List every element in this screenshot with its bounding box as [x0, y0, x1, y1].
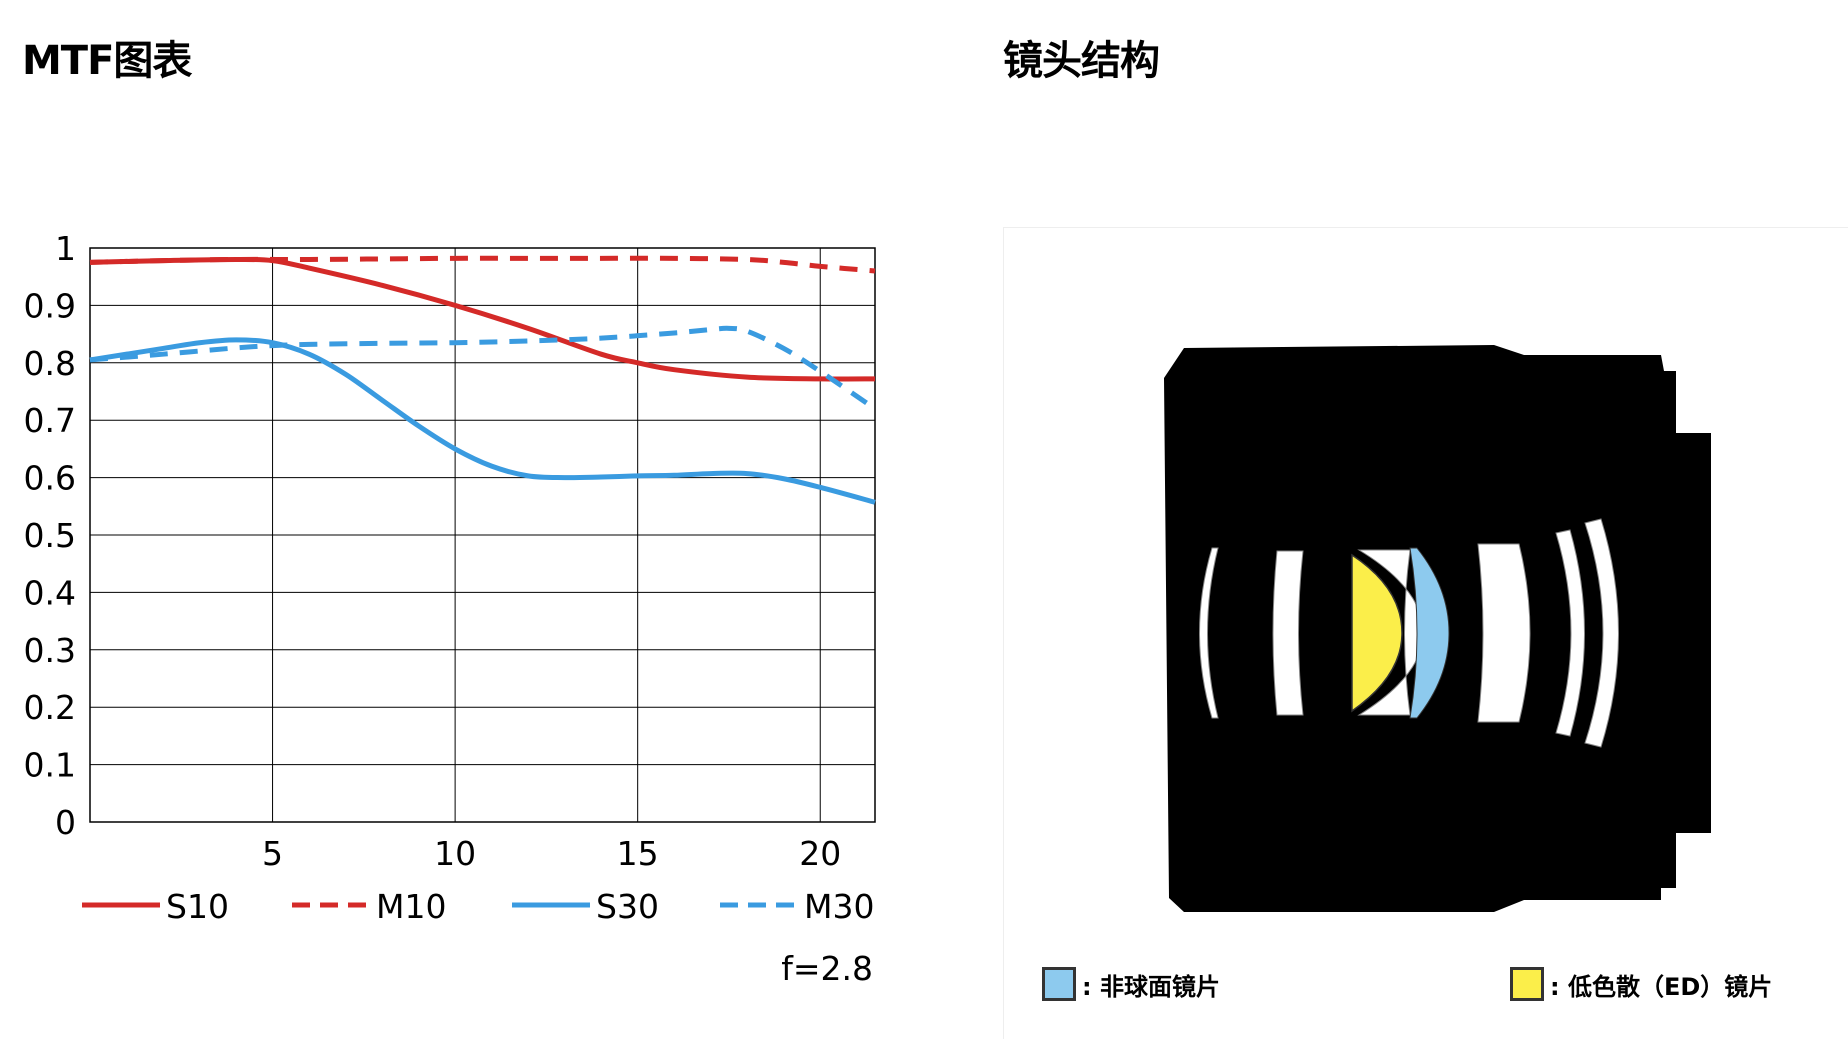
y-tick-label: 0	[55, 803, 76, 842]
legend-label-m30: M30	[804, 887, 874, 926]
plot-frame	[89, 247, 876, 823]
lens-element-1	[1199, 547, 1219, 719]
y-tick-label: 0.7	[24, 401, 76, 440]
y-tick-label: 0.3	[24, 631, 76, 670]
lens-element-4-aspherical	[1409, 547, 1450, 719]
series-line-s10	[89, 256, 876, 382]
lens-element-5	[1477, 543, 1531, 723]
y-tick-label: 0.8	[24, 344, 76, 383]
lens-construction-panel: : 非球面镜片 : 低色散（ED）镜片	[1003, 227, 1848, 1039]
x-tick-label: 20	[799, 834, 841, 873]
legend-label-s10: S10	[166, 887, 229, 926]
y-tick-label: 1	[55, 229, 76, 268]
legend-ed-label: : 低色散（ED）镜片	[1550, 972, 1773, 1001]
legend-ed: : 低色散（ED）镜片	[1510, 964, 1772, 1004]
lens-element-6	[1555, 529, 1585, 737]
lens-element-2	[1272, 550, 1304, 716]
legend-aspherical-label: : 非球面镜片	[1082, 972, 1220, 1001]
lens-element-3-ed	[1351, 553, 1403, 713]
y-tick-label: 0.6	[24, 459, 76, 498]
x-tick-label: 10	[434, 834, 476, 873]
lens-element-7	[1584, 518, 1619, 748]
lens-diagram	[1164, 345, 1711, 912]
series-line-m30	[89, 325, 877, 411]
y-tick-label: 0.4	[24, 573, 76, 612]
legend-label-m10: M10	[376, 887, 446, 926]
x-tick-label: 5	[262, 834, 283, 873]
y-tick-label: 0.9	[24, 286, 76, 325]
aperture-annotation: f=2.8	[781, 949, 873, 988]
lens-construction-title: 镜头结构	[1003, 38, 1160, 84]
y-tick-label: 0.2	[24, 688, 76, 727]
swatch-ed	[1510, 967, 1544, 1001]
lens-element-3b	[1357, 549, 1425, 716]
mtf-chart-title: MTF图表	[22, 38, 192, 84]
series-line-m10	[89, 255, 876, 274]
y-tick-label: 0.1	[24, 746, 76, 785]
swatch-aspherical	[1042, 967, 1076, 1001]
x-tick-label: 15	[617, 834, 659, 873]
series-line-s30	[89, 337, 876, 505]
y-tick-label: 0.5	[24, 516, 76, 555]
legend-aspherical: : 非球面镜片	[1042, 964, 1220, 1004]
legend-label-s30: S30	[596, 887, 659, 926]
